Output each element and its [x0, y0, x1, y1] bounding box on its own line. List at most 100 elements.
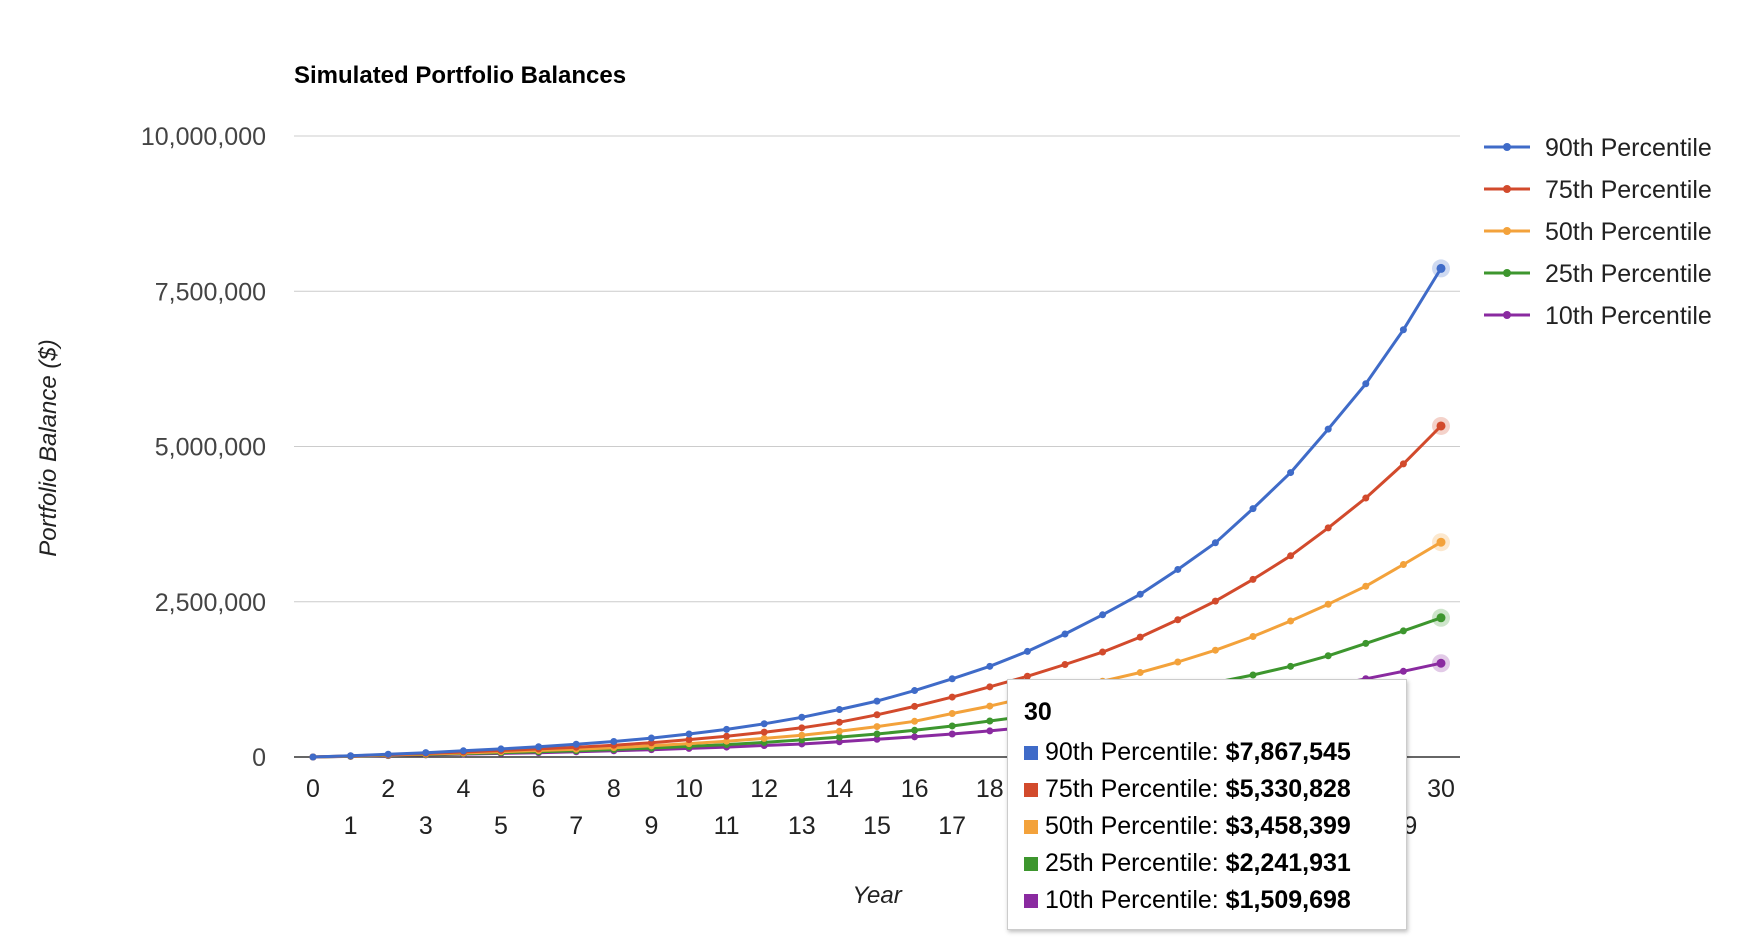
- data-point[interactable]: [1399, 627, 1407, 635]
- data-point[interactable]: [835, 733, 843, 741]
- data-point[interactable]: [873, 735, 881, 743]
- legend-item[interactable]: 10th Percentile: [1484, 302, 1712, 330]
- data-point[interactable]: [798, 731, 806, 739]
- data-point[interactable]: [948, 675, 956, 683]
- data-point[interactable]: [1324, 600, 1332, 608]
- data-point[interactable]: [911, 717, 919, 725]
- data-point[interactable]: [1136, 633, 1144, 641]
- data-point[interactable]: [1061, 660, 1069, 668]
- data-point[interactable]: [1211, 597, 1219, 605]
- data-point[interactable]: [1399, 326, 1407, 334]
- data-point[interactable]: [685, 736, 693, 744]
- data-point[interactable]: [1174, 565, 1182, 573]
- x-tick-label: 18: [976, 775, 1004, 803]
- data-point[interactable]: [1287, 552, 1295, 560]
- data-point[interactable]: [1362, 380, 1370, 388]
- data-point[interactable]: [798, 724, 806, 732]
- data-point[interactable]: [835, 705, 843, 713]
- data-point[interactable]: [1436, 421, 1446, 431]
- data-point[interactable]: [986, 702, 994, 710]
- data-point[interactable]: [911, 726, 919, 734]
- data-point[interactable]: [911, 687, 919, 695]
- data-point[interactable]: [1399, 667, 1407, 675]
- data-point[interactable]: [1324, 524, 1332, 532]
- data-point[interactable]: [1362, 494, 1370, 502]
- data-point[interactable]: [1174, 616, 1182, 624]
- data-point[interactable]: [1399, 560, 1407, 568]
- data-point[interactable]: [760, 734, 768, 742]
- data-point[interactable]: [1061, 630, 1069, 638]
- legend-item[interactable]: 90th Percentile: [1484, 134, 1712, 162]
- data-point[interactable]: [1211, 539, 1219, 547]
- data-point[interactable]: [1249, 671, 1257, 679]
- data-point[interactable]: [1136, 669, 1144, 677]
- data-point[interactable]: [835, 727, 843, 735]
- data-point[interactable]: [1249, 505, 1257, 513]
- data-point[interactable]: [1436, 613, 1446, 623]
- data-point[interactable]: [1324, 652, 1332, 660]
- data-point[interactable]: [347, 752, 355, 760]
- data-point[interactable]: [1324, 425, 1332, 433]
- data-point[interactable]: [497, 745, 505, 753]
- data-point[interactable]: [1436, 658, 1446, 668]
- x-tick-label: 3: [419, 812, 433, 840]
- data-point[interactable]: [1362, 639, 1370, 647]
- legend-marker: [1503, 185, 1511, 193]
- data-point[interactable]: [873, 723, 881, 731]
- data-point[interactable]: [1023, 647, 1031, 655]
- legend-item[interactable]: 50th Percentile: [1484, 218, 1712, 246]
- data-point[interactable]: [1362, 582, 1370, 590]
- data-point[interactable]: [647, 734, 655, 742]
- data-point[interactable]: [1399, 460, 1407, 468]
- x-tick-label: 14: [825, 775, 853, 803]
- data-point[interactable]: [723, 732, 731, 740]
- data-point[interactable]: [948, 710, 956, 718]
- data-point[interactable]: [610, 737, 618, 745]
- data-point[interactable]: [1287, 469, 1295, 477]
- data-point[interactable]: [422, 749, 430, 757]
- data-point[interactable]: [911, 702, 919, 710]
- data-point[interactable]: [384, 750, 392, 758]
- data-point[interactable]: [1174, 658, 1182, 666]
- data-point[interactable]: [1287, 662, 1295, 670]
- data-point[interactable]: [459, 747, 467, 755]
- data-point[interactable]: [1099, 611, 1107, 619]
- data-point[interactable]: [948, 693, 956, 701]
- data-point[interactable]: [835, 718, 843, 726]
- data-point[interactable]: [760, 728, 768, 736]
- data-point[interactable]: [572, 740, 580, 748]
- data-point[interactable]: [535, 743, 543, 751]
- data-point[interactable]: [948, 730, 956, 738]
- data-point[interactable]: [685, 730, 693, 738]
- tooltip-swatch: [1024, 745, 1038, 760]
- data-point[interactable]: [309, 753, 317, 761]
- data-point[interactable]: [911, 733, 919, 741]
- data-point[interactable]: [1099, 648, 1107, 656]
- data-point[interactable]: [1136, 590, 1144, 598]
- data-point[interactable]: [798, 713, 806, 721]
- data-point[interactable]: [1249, 575, 1257, 583]
- x-tick-label: 8: [607, 775, 621, 803]
- x-tick-label: 16: [901, 775, 929, 803]
- data-point[interactable]: [760, 720, 768, 728]
- data-point[interactable]: [1436, 263, 1446, 273]
- data-point[interactable]: [873, 730, 881, 738]
- x-tick-label: 6: [532, 775, 546, 803]
- data-point[interactable]: [1436, 537, 1446, 547]
- data-point[interactable]: [986, 727, 994, 735]
- data-point[interactable]: [986, 717, 994, 725]
- data-point[interactable]: [723, 725, 731, 733]
- data-point[interactable]: [1249, 633, 1257, 641]
- data-point[interactable]: [873, 711, 881, 719]
- data-point[interactable]: [723, 737, 731, 745]
- data-point[interactable]: [1211, 646, 1219, 654]
- legend-item[interactable]: 25th Percentile: [1484, 260, 1712, 288]
- data-point[interactable]: [948, 722, 956, 730]
- data-point[interactable]: [1287, 617, 1295, 625]
- data-point[interactable]: [986, 683, 994, 691]
- data-point[interactable]: [873, 697, 881, 705]
- data-point[interactable]: [1023, 672, 1031, 680]
- legend-item[interactable]: 75th Percentile: [1484, 176, 1712, 204]
- data-point[interactable]: [986, 662, 994, 670]
- tooltip-value: $5,330,828: [1225, 775, 1351, 803]
